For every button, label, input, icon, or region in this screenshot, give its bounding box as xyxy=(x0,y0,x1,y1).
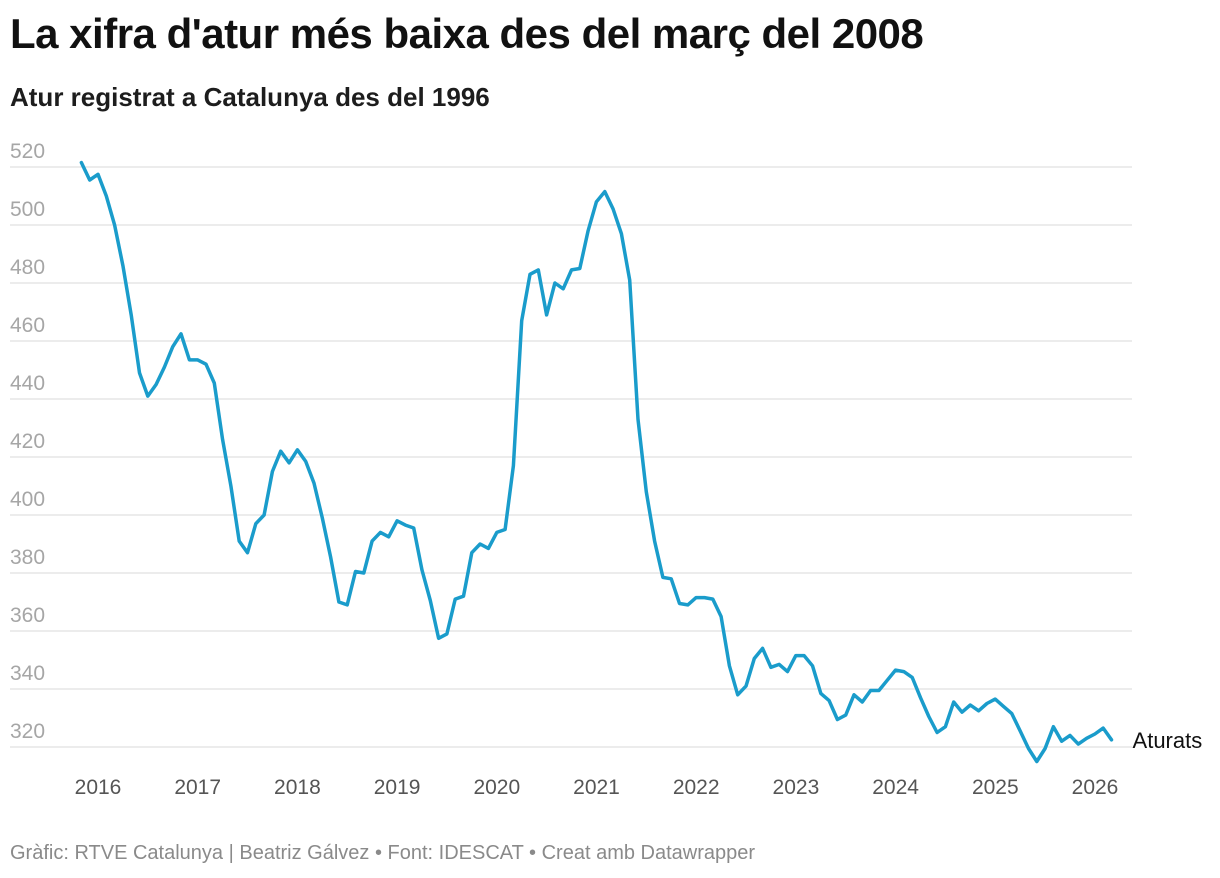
x-tick-label: 2023 xyxy=(773,776,820,799)
chart-subtitle: Atur registrat a Catalunya des del 1996 xyxy=(10,82,490,112)
x-tick-label: 2018 xyxy=(274,776,321,799)
y-tick-label: 460 xyxy=(10,314,45,337)
series-line-aturats xyxy=(79,160,1114,764)
y-tick-label: 380 xyxy=(10,546,45,569)
y-axis-ticks: 320 340 360 380 400 420 440 460 480 500 520 xyxy=(10,140,45,743)
y-tick-label: 440 xyxy=(10,372,45,395)
y-tick-label: 320 xyxy=(10,720,45,743)
x-tick-label: 2017 xyxy=(174,776,221,799)
series-layer: Aturats xyxy=(79,160,1203,764)
x-axis-ticks: 2016 2017 2018 2019 2020 2021 2022 2023 2024 2025… xyxy=(75,776,1119,799)
y-tick-label: 420 xyxy=(10,430,45,453)
x-tick-label: 2019 xyxy=(374,776,421,799)
x-tick-label: 2022 xyxy=(673,776,720,799)
chart-credits: Gràfic: RTVE Catalunya | Beatriz Gálvez … xyxy=(10,842,756,864)
x-tick-label: 2024 xyxy=(872,776,919,799)
y-tick-label: 340 xyxy=(10,662,45,685)
y-tick-label: 500 xyxy=(10,198,45,221)
y-tick-label: 400 xyxy=(10,488,45,511)
x-tick-label: 2016 xyxy=(75,776,122,799)
y-tick-label: 520 xyxy=(10,140,45,163)
x-tick-label: 2020 xyxy=(473,776,520,799)
y-tick-label: 480 xyxy=(10,256,45,279)
chart-title: La xifra d'atur més baixa des del març d… xyxy=(10,10,924,57)
x-tick-label: 2026 xyxy=(1072,776,1119,799)
y-tick-label: 360 xyxy=(10,604,45,627)
x-tick-label: 2021 xyxy=(573,776,620,799)
gridlines xyxy=(10,166,1132,748)
series-end-label: Aturats xyxy=(1133,728,1203,753)
x-tick-label: 2025 xyxy=(972,776,1019,799)
